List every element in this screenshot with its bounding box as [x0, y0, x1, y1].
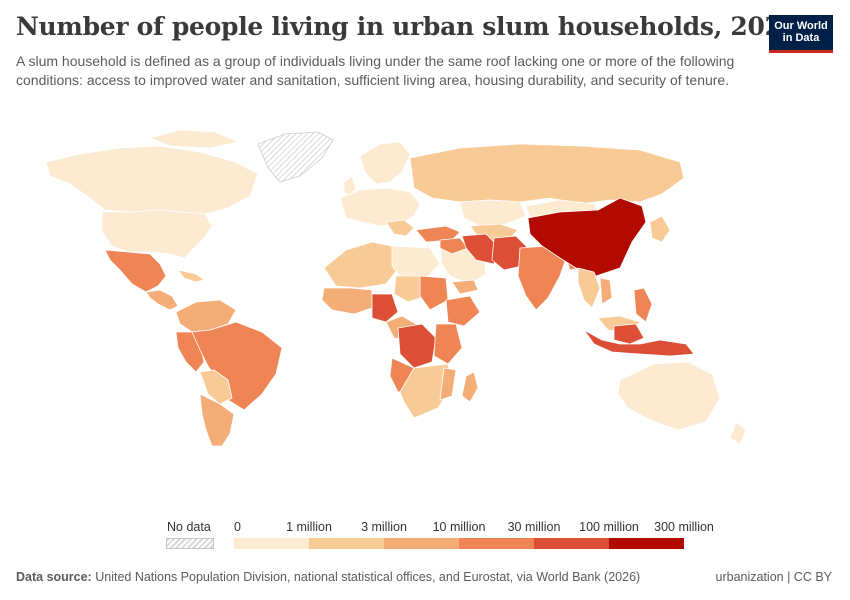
world-map — [45, 129, 747, 447]
region-uk — [343, 175, 357, 197]
owid-logo[interactable]: Our World in Data — [769, 15, 833, 51]
region-myanmar-thailand — [577, 267, 601, 309]
region-korea-japan — [649, 215, 671, 243]
region-southern-africa — [399, 363, 453, 419]
region-new-zealand — [729, 421, 747, 445]
chart-title: Number of people living in urban slum ho… — [16, 12, 799, 41]
region-north-africa-west — [323, 241, 401, 289]
region-east-africa — [433, 323, 463, 365]
legend-bin-4[interactable] — [534, 538, 609, 549]
region-western-europe — [339, 187, 421, 227]
region-indonesia — [583, 329, 695, 357]
region-usa — [101, 209, 213, 259]
region-mexico — [104, 249, 167, 293]
legend-tick-3: 10 million — [432, 520, 486, 534]
legend-bin-5[interactable] — [609, 538, 684, 549]
data-source-text: United Nations Population Division, nati… — [95, 570, 641, 584]
region-nigeria — [371, 293, 399, 323]
region-west-africa — [321, 287, 373, 315]
chart-subtitle: A slum household is defined as a group o… — [16, 53, 735, 88]
region-mozambique — [439, 367, 457, 401]
region-iraq-syria — [439, 237, 469, 255]
region-sudan — [419, 275, 449, 311]
legend-tick-5: 100 million — [579, 520, 639, 534]
legend-bin-2[interactable] — [384, 538, 459, 549]
region-russia — [409, 143, 685, 205]
region-chile-argentina — [199, 393, 235, 447]
legend-bin-1[interactable] — [309, 538, 384, 549]
region-china — [527, 197, 647, 277]
region-canada — [45, 145, 259, 215]
data-source-label: Data source: — [16, 570, 92, 584]
region-yemen — [451, 279, 479, 295]
legend-tick-1: 1 million — [286, 520, 332, 534]
region-ethiopia-horn — [445, 295, 481, 327]
legend-no-data-swatch — [166, 538, 214, 549]
legend-tick-2: 3 million — [361, 520, 407, 534]
region-dr-congo — [397, 323, 437, 369]
region-caribbean — [177, 269, 205, 283]
legend-tick-0: 0 — [234, 520, 241, 534]
region-iran — [461, 233, 501, 265]
footer-license[interactable]: urbanization | CC BY — [715, 570, 833, 584]
region-australia — [617, 361, 721, 431]
region-vietnam — [599, 277, 613, 305]
region-central-america — [145, 289, 179, 311]
region-sahel-chad — [393, 275, 427, 303]
region-madagascar — [461, 371, 479, 403]
logo-line-2: in Data — [782, 32, 820, 44]
legend-bin-3[interactable] — [459, 538, 534, 549]
region-borneo-sulawesi — [613, 323, 645, 345]
map-legend: No data 0 1 million 3 million 10 million 30 … — [160, 516, 720, 552]
legend-tick-6: 300 million — [654, 520, 714, 534]
legend-bin-0[interactable] — [234, 538, 309, 549]
region-scandinavia — [359, 141, 411, 185]
region-bolivia-paraguay — [199, 369, 233, 405]
logo-accent-bar — [769, 50, 833, 53]
legend-no-data-label: No data — [167, 520, 211, 534]
region-canada-islands — [149, 129, 239, 149]
legend-tick-4: 30 million — [507, 520, 561, 534]
region-balkans — [385, 219, 415, 237]
logo-line-1: Our World — [774, 20, 828, 32]
region-greenland — [257, 131, 334, 183]
region-philippines — [633, 287, 653, 323]
region-turkey — [415, 225, 461, 243]
data-source: Data source: United Nations Population D… — [16, 570, 640, 584]
region-kazakhstan — [459, 199, 527, 227]
region-colombia-venezuela — [175, 299, 237, 333]
region-brazil — [191, 321, 283, 411]
region-egypt-libya — [391, 245, 441, 279]
